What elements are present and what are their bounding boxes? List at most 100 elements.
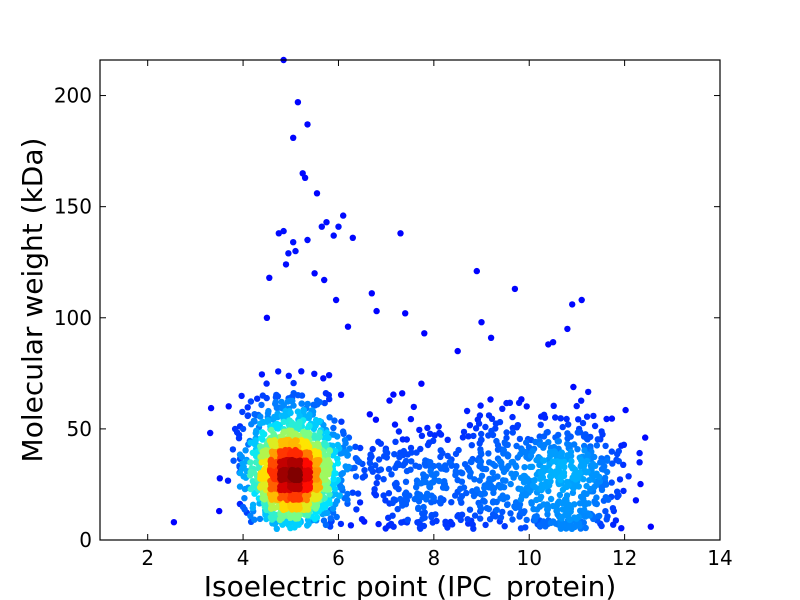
data-point — [296, 412, 303, 420]
data-point — [560, 521, 567, 528]
data-point — [358, 516, 366, 523]
data-point — [392, 438, 399, 445]
y-tick-label: 100 — [54, 306, 92, 330]
data-point — [400, 462, 407, 469]
data-point — [275, 368, 282, 375]
data-points — [170, 56, 654, 532]
data-point — [354, 490, 362, 497]
data-point — [313, 495, 320, 503]
data-point — [441, 465, 448, 473]
data-point — [443, 484, 450, 492]
data-point — [268, 426, 275, 434]
data-point — [294, 99, 302, 106]
data-point — [247, 459, 254, 466]
data-point — [225, 403, 232, 410]
data-point — [263, 394, 270, 402]
data-point — [375, 520, 382, 528]
data-point — [511, 285, 519, 293]
data-point — [563, 495, 570, 502]
data-point — [216, 507, 223, 515]
data-point — [281, 483, 288, 491]
data-point — [578, 462, 585, 469]
data-point — [290, 379, 297, 387]
data-point — [312, 504, 319, 511]
data-point — [614, 488, 621, 495]
data-point — [252, 437, 259, 444]
data-point — [282, 261, 290, 268]
data-point — [291, 495, 298, 502]
data-point — [335, 223, 342, 230]
data-point — [306, 449, 313, 457]
data-point — [330, 424, 337, 432]
data-point — [257, 420, 264, 427]
data-point — [289, 511, 296, 518]
data-point — [332, 501, 339, 508]
y-tick-label: 150 — [54, 195, 92, 219]
data-point — [337, 391, 345, 398]
data-point — [543, 429, 550, 436]
data-point — [615, 458, 622, 465]
data-point — [457, 516, 464, 524]
data-point — [459, 470, 466, 477]
data-point — [485, 505, 493, 513]
data-point — [467, 469, 474, 476]
data-point — [266, 274, 273, 281]
data-point — [224, 477, 232, 484]
data-point — [574, 429, 581, 436]
data-point — [314, 397, 321, 404]
data-point — [475, 420, 483, 427]
x-tick-label: 6 — [332, 546, 345, 570]
data-point — [549, 339, 557, 346]
data-point — [326, 491, 333, 498]
data-point — [555, 431, 562, 439]
data-point — [507, 480, 514, 488]
data-point — [569, 301, 576, 308]
data-point — [304, 236, 311, 244]
data-point — [579, 419, 587, 427]
data-point — [216, 475, 223, 482]
data-point — [533, 506, 541, 513]
data-point — [399, 390, 406, 397]
data-point — [498, 483, 505, 490]
data-point — [312, 471, 319, 478]
data-point — [481, 498, 488, 505]
data-point — [569, 464, 577, 471]
data-point — [236, 483, 244, 490]
data-point — [244, 404, 251, 411]
data-point — [481, 482, 488, 489]
data-point — [373, 480, 380, 487]
data-point — [503, 429, 510, 436]
data-point — [528, 499, 535, 506]
data-point — [298, 437, 305, 444]
data-point — [300, 428, 307, 435]
data-point — [570, 523, 577, 531]
data-point — [369, 445, 376, 453]
data-point — [477, 458, 485, 465]
data-point — [593, 494, 600, 501]
data-point — [413, 449, 420, 456]
data-point — [504, 451, 511, 458]
data-point — [453, 463, 460, 470]
data-point — [521, 478, 528, 485]
data-point — [304, 506, 312, 513]
data-point — [478, 450, 485, 458]
data-point — [647, 523, 654, 530]
data-point — [433, 517, 440, 525]
data-point — [618, 442, 625, 449]
data-point — [463, 489, 470, 497]
data-point — [352, 443, 359, 450]
data-point — [312, 483, 320, 491]
data-point — [280, 429, 287, 437]
data-point — [612, 517, 620, 524]
data-point — [410, 403, 417, 411]
data-point — [563, 506, 571, 514]
data-point — [518, 492, 526, 499]
data-point — [347, 522, 355, 529]
data-point — [258, 371, 266, 378]
data-point — [463, 407, 471, 415]
data-point — [614, 493, 621, 501]
y-axis-ticks: 0 50 100 150 200 — [54, 84, 720, 552]
data-point — [242, 447, 249, 454]
data-point — [559, 423, 566, 431]
data-point — [436, 498, 443, 505]
